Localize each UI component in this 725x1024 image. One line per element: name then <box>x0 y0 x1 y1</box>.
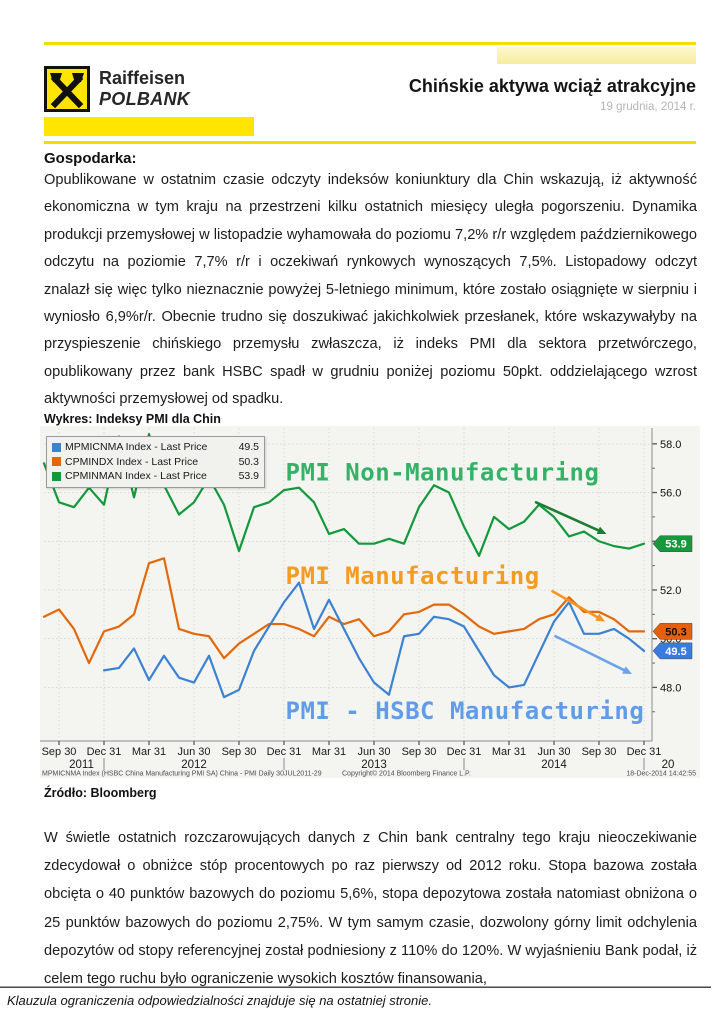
y-axis-label: 48.0 <box>660 682 681 694</box>
header-divider-rule <box>44 141 696 144</box>
y-axis-label: 56.0 <box>660 488 681 500</box>
legend-swatch <box>52 471 61 481</box>
legend-value: 49.5 <box>238 441 259 453</box>
bank-name: Raiffeisen POLBANK <box>99 68 190 110</box>
price-tag-value: 53.9 <box>665 539 686 551</box>
chart-caption: Wykres: Indeksy PMI dla Chin <box>44 412 221 426</box>
x-axis-label: Sep 30 <box>222 746 257 758</box>
trend-arrow <box>534 500 600 532</box>
year-label: 2011 <box>69 759 94 771</box>
price-tag-value: 50.3 <box>665 626 686 638</box>
legend-label: CPMINDX Index - Last Price <box>65 455 199 468</box>
x-axis-label: Mar 31 <box>312 746 346 758</box>
year-label: 2014 <box>541 759 567 771</box>
y-axis-label: 52.0 <box>660 585 681 597</box>
x-axis-label: Dec 31 <box>447 746 482 758</box>
legend-label: MPMICNMA Index - Last Price <box>65 441 208 453</box>
y-axis-label: 58.0 <box>660 439 681 451</box>
x-axis-label: Jun 30 <box>357 746 390 758</box>
x-axis-label: Mar 31 <box>132 746 166 758</box>
top-yellow-rule <box>44 42 696 45</box>
economy-paragraph-1: Opublikowane w ostatnim czasie odczyty i… <box>44 172 697 408</box>
yellow-accent-bar <box>44 117 254 136</box>
legend-item: CPMINMAN Index - Last Price 53.9 <box>52 469 259 484</box>
x-axis-label: Jun 30 <box>177 746 210 758</box>
trend-arrow-head <box>596 526 607 534</box>
year-label: 2012 <box>181 759 207 771</box>
footer-divider-rule <box>0 986 711 988</box>
series-line-hsbc <box>102 581 646 699</box>
legend-value: 53.9 <box>238 470 259 482</box>
header-highlight-box <box>497 47 696 64</box>
chart-footnote-left: MPMICNMA Index (HSBC China Manufacturing… <box>42 771 322 778</box>
legend-label: CPMINMAN Index - Last Price <box>65 470 207 482</box>
x-axis-label: Sep 30 <box>582 746 617 758</box>
trend-arrow <box>554 634 626 672</box>
raiffeisen-gable-cross-icon <box>44 66 90 112</box>
price-tag-value: 49.5 <box>665 646 686 658</box>
economy-paragraph-2: W świetle ostatnich rozczarowujących dan… <box>44 830 697 988</box>
trend-arrow-head <box>622 666 632 675</box>
document-title: Chińskie aktywa wciąż atrakcyjne <box>408 76 696 96</box>
trend-arrow <box>551 589 599 619</box>
x-axis-label: Dec 31 <box>267 746 302 758</box>
price-tag-official <box>652 623 693 640</box>
price-tag-hsbc <box>652 642 693 660</box>
disclaimer-note: Klauzula ograniczenia odpowiedzialności … <box>7 993 432 1008</box>
x-axis-label: Dec 31 <box>87 746 122 758</box>
trend-arrow-head <box>595 613 605 622</box>
legend-item: MPMICNMA Index - Last Price 49.5 <box>52 440 259 455</box>
legend-item: CPMINDX Index - Last Price 50.3 <box>52 455 259 470</box>
x-axis-label: Jun 30 <box>537 746 570 758</box>
section-heading-economy: Gospodarka: <box>44 150 137 167</box>
chart-annotation-label: PMI Manufacturing <box>286 562 540 590</box>
series-line-official <box>42 557 646 665</box>
legend-swatch <box>52 457 61 467</box>
bank-logo: Raiffeisen POLBANK <box>44 66 190 112</box>
x-axis-label: Sep 30 <box>402 746 437 758</box>
chart-footnote-right: 18-Dec-2014 14:42:55 <box>626 771 696 778</box>
legend-swatch <box>52 442 61 452</box>
x-axis-label: Sep 30 <box>42 746 77 758</box>
brand-line2: POLBANK <box>99 89 191 109</box>
brand-line1: Raiffeisen <box>99 68 186 88</box>
chart-source: Źródło: Bloomberg <box>44 786 157 800</box>
chart-annotation-label: PMI - HSBC Manufacturing <box>286 697 645 725</box>
x-axis-label: Dec 31 <box>627 746 662 758</box>
chart-annotation-label: PMI Non-Manufacturing <box>286 458 600 486</box>
legend-value: 50.3 <box>238 455 259 468</box>
x-axis-label: Mar 31 <box>492 746 526 758</box>
document-date: 19 grudnia, 2014 r. <box>600 101 696 113</box>
year-label: 2013 <box>361 759 387 771</box>
year-label: 20 <box>662 759 675 771</box>
chart-footnote-center: Copyright© 2014 Bloomberg Finance L.P. <box>342 770 471 778</box>
chart-legend: MPMICNMA Index - Last Price 49.5 CPMINDX I… <box>46 436 265 488</box>
price-tag-nonmfg <box>652 535 693 552</box>
